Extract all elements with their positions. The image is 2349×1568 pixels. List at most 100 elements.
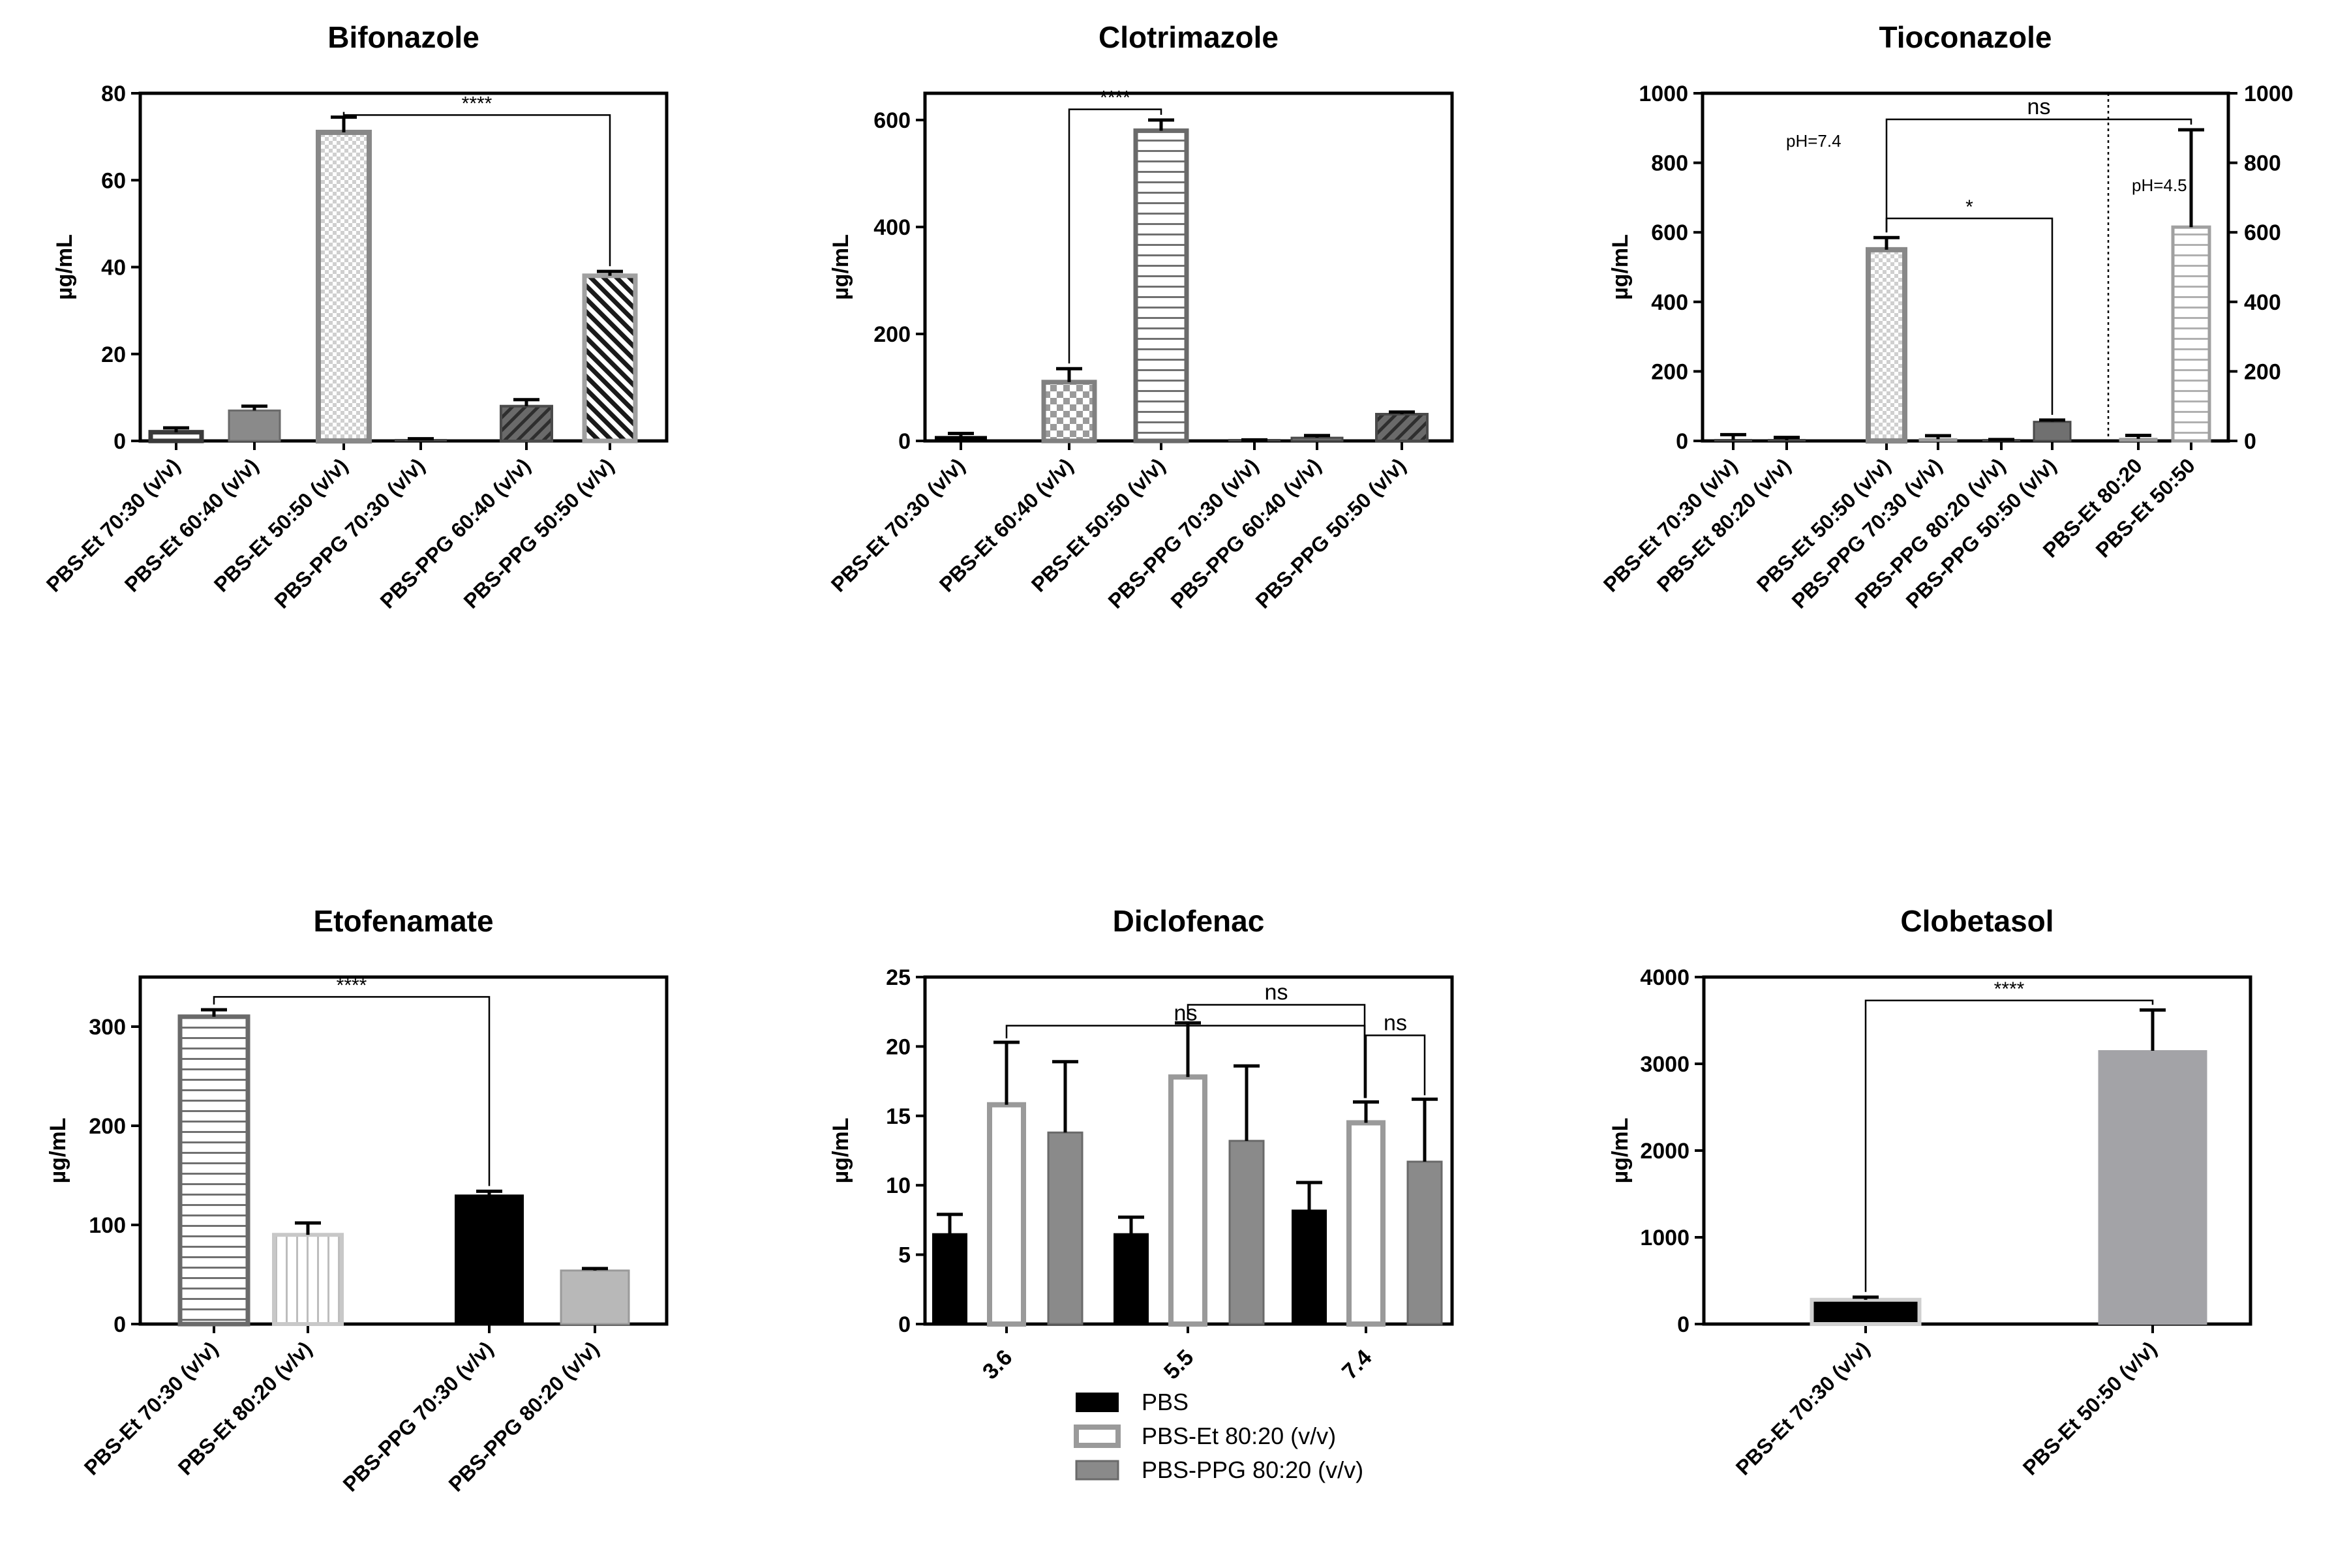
comparison-0-bracket xyxy=(1885,118,2192,233)
comparison-0-bracket xyxy=(1864,999,2154,1292)
y-tick-label: 300 xyxy=(89,1015,126,1040)
bar-3 xyxy=(560,1269,630,1325)
bar-4 xyxy=(1290,436,1344,442)
bar-solid-gray xyxy=(1406,1160,1443,1325)
y-tick-label: 4000 xyxy=(1640,965,1690,990)
bar-solid-black xyxy=(1292,1209,1327,1325)
y-tick-label: 0 xyxy=(1677,1312,1690,1337)
chart-title: Clotrimazole xyxy=(1099,20,1279,54)
y-right-tick-label: 0 xyxy=(2244,429,2256,454)
y-tick-label: 800 xyxy=(1651,151,1688,176)
y-tick-label: 200 xyxy=(873,322,911,347)
y-tick-label: 400 xyxy=(1651,290,1688,315)
y-tick-label: 400 xyxy=(873,215,911,240)
bar-7 xyxy=(2171,225,2211,443)
bar-solid-gray xyxy=(1047,1131,1084,1325)
bar-outline-gray xyxy=(1346,1120,1386,1327)
ph-annotation: pH=7.4 xyxy=(1786,131,1841,151)
y-right-tick-label: 1000 xyxy=(2244,82,2294,106)
comparison-0-label: ns xyxy=(2027,95,2051,119)
comparison-2-bracket xyxy=(1365,1034,1426,1098)
legend-label: PBS-PPG 80:20 (v/v) xyxy=(1142,1456,1363,1483)
y-tick-label: 2000 xyxy=(1640,1139,1690,1164)
x-tick-label: 5.5 xyxy=(1159,1345,1198,1384)
comparison-0-bracket xyxy=(213,996,491,1186)
bar-0 xyxy=(1810,1297,1922,1327)
y-axis-label: µg/mL xyxy=(46,1118,70,1184)
ph-annotation: pH=4.5 xyxy=(2132,175,2187,195)
bar-2 xyxy=(1133,128,1189,444)
y-tick-label: 80 xyxy=(101,82,126,106)
comparison-0-label: **** xyxy=(337,974,367,996)
bar-3 xyxy=(1918,438,1958,442)
legend-label: PBS-Et 80:20 (v/v) xyxy=(1142,1423,1336,1449)
comparison-2-label: ns xyxy=(1384,1010,1407,1035)
y-tick-label: 1000 xyxy=(1639,82,1688,106)
comparison-1-bracket xyxy=(1885,217,2053,415)
chart-clobetasol: Clobetasol µg/mL 0 1000 2000 3000 4000 PBS-Et 7… xyxy=(1608,904,2252,1480)
y-right-tick-label: 600 xyxy=(2244,220,2281,245)
bar-5 xyxy=(1375,413,1429,442)
y-axis-label: µg/mL xyxy=(1608,1118,1633,1184)
comparison-1-label: ns xyxy=(1265,980,1288,1005)
bar-1 xyxy=(228,409,281,442)
comparison-1-label: * xyxy=(1965,196,1973,218)
y-tick-label: 200 xyxy=(1651,359,1688,384)
y-axis-label: µg/mL xyxy=(52,234,77,300)
bar-0 xyxy=(177,1014,250,1327)
comparison-0-bracket xyxy=(342,112,611,267)
bar-5 xyxy=(582,273,638,444)
x-tick-label: PBS-PPG 50:50 (v/v) xyxy=(459,453,618,612)
plot-frame xyxy=(1701,91,2230,443)
bar-2 xyxy=(455,1194,524,1325)
y-tick-label: 0 xyxy=(898,429,911,454)
chart-title: Tioconazole xyxy=(1879,20,2052,54)
bar-4 xyxy=(500,404,553,443)
y-tick-label: 0 xyxy=(1676,429,1688,454)
y-tick-label: 10 xyxy=(886,1173,911,1198)
y-tick-label: 5 xyxy=(898,1243,911,1268)
chart-title: Etofenamate xyxy=(313,904,493,938)
bar-1 xyxy=(272,1233,344,1326)
comparison-1-bracket xyxy=(1187,1004,1366,1098)
chart-tioconazole: Tioconazole µg/mL 0 0 200 200 400 400 600 600 800 8… xyxy=(1599,20,2294,613)
bar-outline-gray xyxy=(1168,1074,1207,1327)
y-tick-label: 25 xyxy=(886,965,911,990)
bar-2 xyxy=(316,129,372,444)
y-tick-label: 1000 xyxy=(1640,1226,1690,1250)
bar-solid-gray xyxy=(1228,1139,1265,1325)
legend-swatch xyxy=(1075,1460,1119,1481)
y-tick-label: 40 xyxy=(101,256,126,280)
legend-label: PBS xyxy=(1142,1389,1189,1415)
x-tick-label: 3.6 xyxy=(978,1345,1017,1384)
bar-0 xyxy=(148,430,204,444)
x-tick-label: 7.4 xyxy=(1337,1345,1376,1384)
y-tick-label: 60 xyxy=(101,168,126,193)
chart-bifonazole: Bifonazole µg/mL 0 20 40 60 80 PBS-Et 70:30 (v/… xyxy=(42,20,669,613)
y-tick-label: 600 xyxy=(1651,220,1688,245)
bar-2 xyxy=(1866,247,1907,444)
y-right-tick-label: 800 xyxy=(2244,151,2281,176)
comparison-0-label: **** xyxy=(1994,978,2025,1000)
y-tick-label: 600 xyxy=(873,108,911,133)
y-tick-label: 200 xyxy=(89,1114,126,1139)
bar-1 xyxy=(1041,380,1097,444)
x-tick-label: PBS-Et 50:50 (v/v) xyxy=(2018,1336,2161,1479)
chart-title: Diclofenac xyxy=(1113,904,1265,938)
chart-title: Bifonazole xyxy=(327,20,479,54)
y-axis-label: µg/mL xyxy=(828,234,853,300)
y-tick-label: 0 xyxy=(114,1312,126,1337)
y-tick-label: 0 xyxy=(114,429,126,454)
y-tick-label: 15 xyxy=(886,1104,911,1129)
bar-solid-black xyxy=(932,1233,967,1325)
comparison-0-bracket xyxy=(1068,108,1162,364)
y-right-tick-label: 200 xyxy=(2244,359,2281,384)
bar-outline-gray xyxy=(987,1102,1026,1327)
y-tick-label: 100 xyxy=(89,1213,126,1238)
x-tick-label: PBS-PPG 50:50 (v/v) xyxy=(1251,453,1410,612)
bar-6 xyxy=(2119,438,2158,442)
